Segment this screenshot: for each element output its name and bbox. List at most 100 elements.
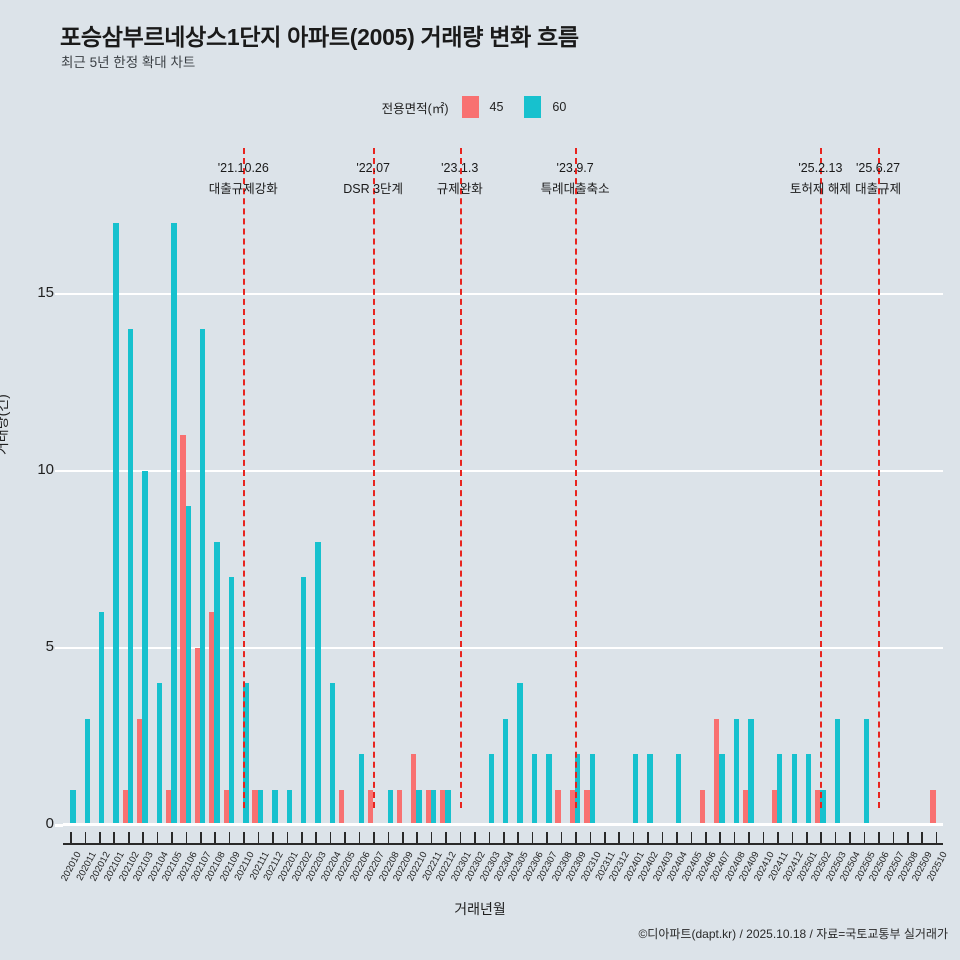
event-date: '22.07 [356,161,390,175]
bar[interactable] [180,435,186,825]
bar[interactable] [137,718,143,825]
bar[interactable] [748,718,754,825]
event-label: 규제완화 [436,181,483,196]
bar[interactable] [156,683,163,825]
bar[interactable] [113,222,119,825]
x-tick-mark [358,832,361,844]
x-tick-mark [503,832,505,844]
event-date: '23.1.3 [441,161,479,175]
event-label: 대출규제강화 [208,181,278,196]
bar[interactable] [584,789,590,825]
bar[interactable] [425,789,431,825]
x-tick-mark [99,832,101,844]
bar[interactable] [329,683,336,825]
x-tick-mark [286,832,289,844]
bar[interactable] [200,329,206,825]
bar[interactable] [272,789,278,825]
bar[interactable] [185,506,191,825]
bar[interactable] [367,789,374,825]
bar[interactable] [714,718,720,825]
bar[interactable] [777,754,783,825]
bar[interactable] [171,222,177,825]
bar[interactable] [194,647,201,825]
bar[interactable] [771,789,778,825]
bar[interactable] [569,789,576,825]
x-tick-mark [603,832,606,844]
bar[interactable] [223,789,229,825]
x-tick-mark [704,832,707,844]
legend-swatch-45 [461,96,479,118]
bar[interactable] [863,718,869,825]
bar[interactable] [396,789,402,825]
bar[interactable] [575,754,581,825]
bar[interactable] [742,789,749,825]
x-tick-mark [387,832,390,844]
bar[interactable] [930,789,936,825]
y-tick-label: 10 [37,460,54,478]
bar[interactable] [546,754,552,825]
bar[interactable] [676,754,682,825]
bar[interactable] [127,329,134,825]
bar[interactable] [214,541,220,825]
bar[interactable] [257,789,264,825]
bar[interactable] [555,789,561,825]
bar[interactable] [719,754,725,825]
bar[interactable] [699,789,705,825]
bar[interactable] [358,754,365,825]
event-label: DSR 3단계 [343,181,404,196]
bar[interactable] [252,789,258,825]
x-tick-mark [185,832,188,844]
bar[interactable] [411,754,417,825]
bar[interactable] [286,789,292,825]
legend-label-60: 60 [552,100,567,114]
bar[interactable] [228,577,235,825]
x-tick-mark [676,832,678,844]
bar[interactable] [820,789,826,825]
x-tick-mark [575,832,577,844]
x-tick-mark [733,832,736,844]
x-tick-mark [272,832,274,844]
bar[interactable] [165,789,172,825]
x-tick-mark [344,832,346,844]
bar[interactable] [84,718,90,825]
page-subtitle: 최근 5년 한정 확대 차트 [61,55,196,70]
event-label: 대출규제 [855,181,902,196]
bar[interactable] [805,754,812,825]
bar[interactable] [517,683,523,825]
x-tick-mark [589,832,592,844]
bar[interactable] [589,754,595,825]
bar[interactable] [122,789,128,825]
bar[interactable] [632,754,639,825]
bar[interactable] [733,718,740,825]
bar[interactable] [647,754,653,825]
x-tick-mark [921,832,923,844]
bar[interactable] [815,789,821,825]
bar[interactable] [416,789,422,825]
bar[interactable] [439,789,446,825]
y-tick-label: 0 [45,815,54,832]
bar[interactable] [243,683,249,825]
event-line [575,148,578,808]
bar[interactable] [338,789,345,825]
x-tick-mark [84,832,87,844]
bar[interactable] [387,789,393,825]
event-annotation: '22.07 DSR 3단계 [343,158,403,199]
bar[interactable] [791,754,797,825]
legend-swatch-60 [524,96,542,118]
x-tick-mark [257,832,260,844]
bar[interactable] [430,789,437,825]
bar[interactable] [503,718,509,825]
bar[interactable] [99,612,105,825]
bar[interactable] [70,789,76,825]
bar[interactable] [531,754,538,825]
bar[interactable] [209,612,215,825]
bar[interactable] [315,541,321,825]
chart-legend: 전용면적(㎡) 45 60 [0,96,960,118]
bar[interactable] [488,754,494,825]
page-title: 포승삼부르네상스1단지 아파트(2005) 거래량 변화 흐름 [60,24,579,50]
bar[interactable] [301,577,307,825]
bar[interactable] [834,718,841,825]
bar[interactable] [142,470,148,825]
bar[interactable] [445,789,451,825]
event-label: 특례대출축소 [540,181,610,196]
